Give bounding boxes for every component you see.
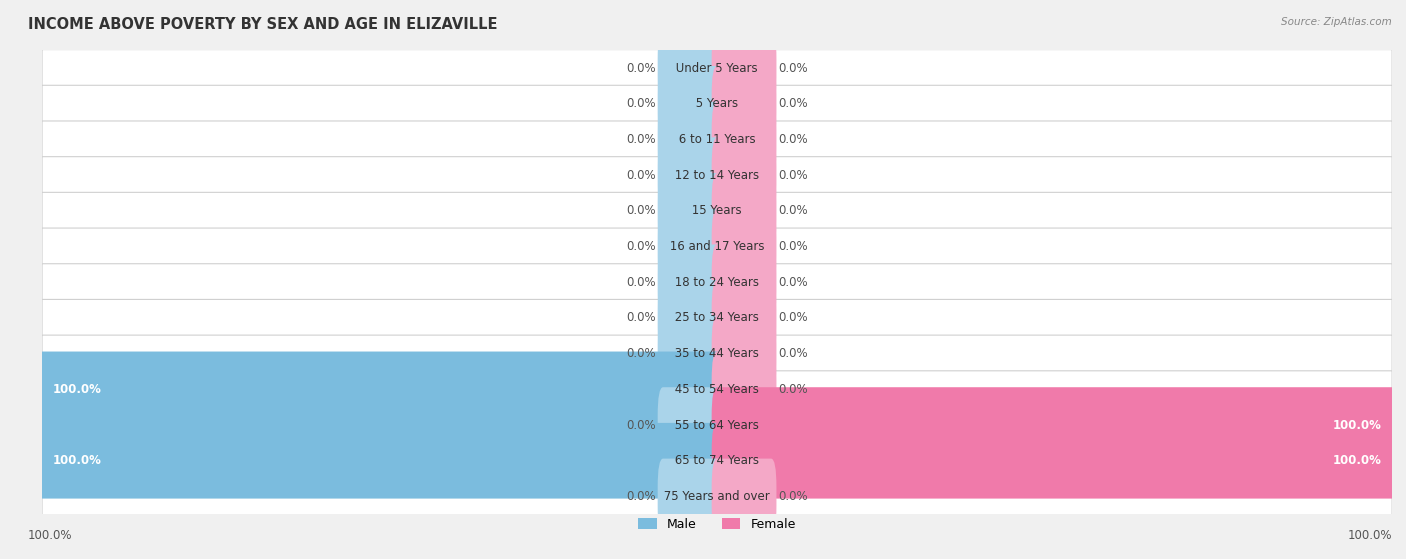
FancyBboxPatch shape bbox=[711, 102, 776, 177]
Text: INCOME ABOVE POVERTY BY SEX AND AGE IN ELIZAVILLE: INCOME ABOVE POVERTY BY SEX AND AGE IN E… bbox=[28, 17, 498, 32]
FancyBboxPatch shape bbox=[42, 442, 1392, 479]
Text: Source: ZipAtlas.com: Source: ZipAtlas.com bbox=[1281, 17, 1392, 27]
FancyBboxPatch shape bbox=[711, 387, 1398, 463]
Text: 0.0%: 0.0% bbox=[627, 311, 657, 324]
Text: 0.0%: 0.0% bbox=[778, 383, 807, 396]
Text: 25 to 34 Years: 25 to 34 Years bbox=[671, 311, 763, 324]
Text: 0.0%: 0.0% bbox=[627, 276, 657, 289]
FancyBboxPatch shape bbox=[711, 423, 1398, 499]
Text: 45 to 54 Years: 45 to 54 Years bbox=[671, 383, 763, 396]
Text: 65 to 74 Years: 65 to 74 Years bbox=[671, 454, 763, 467]
Text: 0.0%: 0.0% bbox=[778, 347, 807, 360]
FancyBboxPatch shape bbox=[711, 316, 776, 391]
Text: 0.0%: 0.0% bbox=[627, 61, 657, 75]
FancyBboxPatch shape bbox=[711, 209, 776, 285]
Text: 6 to 11 Years: 6 to 11 Years bbox=[675, 133, 759, 146]
Text: 0.0%: 0.0% bbox=[778, 311, 807, 324]
Text: 0.0%: 0.0% bbox=[627, 97, 657, 110]
FancyBboxPatch shape bbox=[658, 458, 723, 534]
FancyBboxPatch shape bbox=[42, 157, 1392, 194]
Text: 75 Years and over: 75 Years and over bbox=[661, 490, 773, 503]
Text: 0.0%: 0.0% bbox=[627, 419, 657, 432]
FancyBboxPatch shape bbox=[711, 458, 776, 534]
FancyBboxPatch shape bbox=[658, 316, 723, 391]
Text: 0.0%: 0.0% bbox=[778, 276, 807, 289]
FancyBboxPatch shape bbox=[658, 280, 723, 356]
Text: 0.0%: 0.0% bbox=[778, 133, 807, 146]
FancyBboxPatch shape bbox=[658, 66, 723, 141]
FancyBboxPatch shape bbox=[42, 406, 1392, 444]
FancyBboxPatch shape bbox=[658, 138, 723, 213]
FancyBboxPatch shape bbox=[42, 300, 1392, 337]
Text: 0.0%: 0.0% bbox=[778, 97, 807, 110]
Text: 0.0%: 0.0% bbox=[627, 205, 657, 217]
Text: 15 Years: 15 Years bbox=[689, 205, 745, 217]
FancyBboxPatch shape bbox=[658, 244, 723, 320]
Text: 0.0%: 0.0% bbox=[627, 169, 657, 182]
Text: 0.0%: 0.0% bbox=[778, 490, 807, 503]
FancyBboxPatch shape bbox=[658, 387, 723, 463]
Text: 100.0%: 100.0% bbox=[28, 529, 73, 542]
Text: 55 to 64 Years: 55 to 64 Years bbox=[671, 419, 763, 432]
FancyBboxPatch shape bbox=[42, 228, 1392, 265]
Text: 100.0%: 100.0% bbox=[52, 454, 101, 467]
Text: 35 to 44 Years: 35 to 44 Years bbox=[671, 347, 763, 360]
Text: 0.0%: 0.0% bbox=[627, 490, 657, 503]
FancyBboxPatch shape bbox=[37, 352, 723, 427]
FancyBboxPatch shape bbox=[42, 192, 1392, 230]
FancyBboxPatch shape bbox=[658, 173, 723, 249]
Text: 5 Years: 5 Years bbox=[692, 97, 742, 110]
Text: 100.0%: 100.0% bbox=[1333, 419, 1382, 432]
FancyBboxPatch shape bbox=[711, 66, 776, 141]
FancyBboxPatch shape bbox=[711, 244, 776, 320]
Text: 12 to 14 Years: 12 to 14 Years bbox=[671, 169, 763, 182]
FancyBboxPatch shape bbox=[658, 30, 723, 106]
FancyBboxPatch shape bbox=[37, 423, 723, 499]
Text: 0.0%: 0.0% bbox=[627, 347, 657, 360]
Text: 0.0%: 0.0% bbox=[627, 133, 657, 146]
FancyBboxPatch shape bbox=[658, 102, 723, 177]
FancyBboxPatch shape bbox=[711, 173, 776, 249]
FancyBboxPatch shape bbox=[711, 138, 776, 213]
Text: 16 and 17 Years: 16 and 17 Years bbox=[666, 240, 768, 253]
FancyBboxPatch shape bbox=[42, 371, 1392, 408]
Text: 0.0%: 0.0% bbox=[778, 169, 807, 182]
Text: 0.0%: 0.0% bbox=[627, 240, 657, 253]
Text: 0.0%: 0.0% bbox=[778, 205, 807, 217]
FancyBboxPatch shape bbox=[711, 352, 776, 427]
Text: 100.0%: 100.0% bbox=[1347, 529, 1392, 542]
Text: Under 5 Years: Under 5 Years bbox=[672, 61, 762, 75]
FancyBboxPatch shape bbox=[42, 121, 1392, 158]
Legend: Male, Female: Male, Female bbox=[633, 513, 801, 536]
Text: 0.0%: 0.0% bbox=[778, 240, 807, 253]
FancyBboxPatch shape bbox=[42, 335, 1392, 372]
FancyBboxPatch shape bbox=[42, 86, 1392, 122]
Text: 18 to 24 Years: 18 to 24 Years bbox=[671, 276, 763, 289]
FancyBboxPatch shape bbox=[658, 209, 723, 285]
Text: 0.0%: 0.0% bbox=[778, 61, 807, 75]
FancyBboxPatch shape bbox=[42, 50, 1392, 87]
FancyBboxPatch shape bbox=[42, 264, 1392, 301]
Text: 100.0%: 100.0% bbox=[52, 383, 101, 396]
FancyBboxPatch shape bbox=[711, 30, 776, 106]
FancyBboxPatch shape bbox=[711, 280, 776, 356]
FancyBboxPatch shape bbox=[42, 478, 1392, 515]
Text: 100.0%: 100.0% bbox=[1333, 454, 1382, 467]
